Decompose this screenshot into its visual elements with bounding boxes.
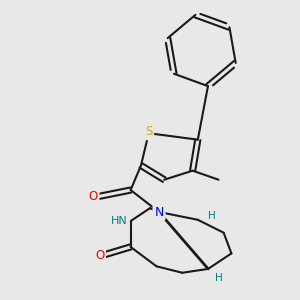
Text: H: H bbox=[208, 211, 216, 221]
Text: S: S bbox=[145, 125, 152, 138]
Text: O: O bbox=[95, 250, 104, 262]
Text: N: N bbox=[154, 206, 164, 218]
Text: O: O bbox=[88, 190, 98, 203]
Text: HN: HN bbox=[111, 216, 128, 226]
Text: H: H bbox=[214, 273, 222, 283]
